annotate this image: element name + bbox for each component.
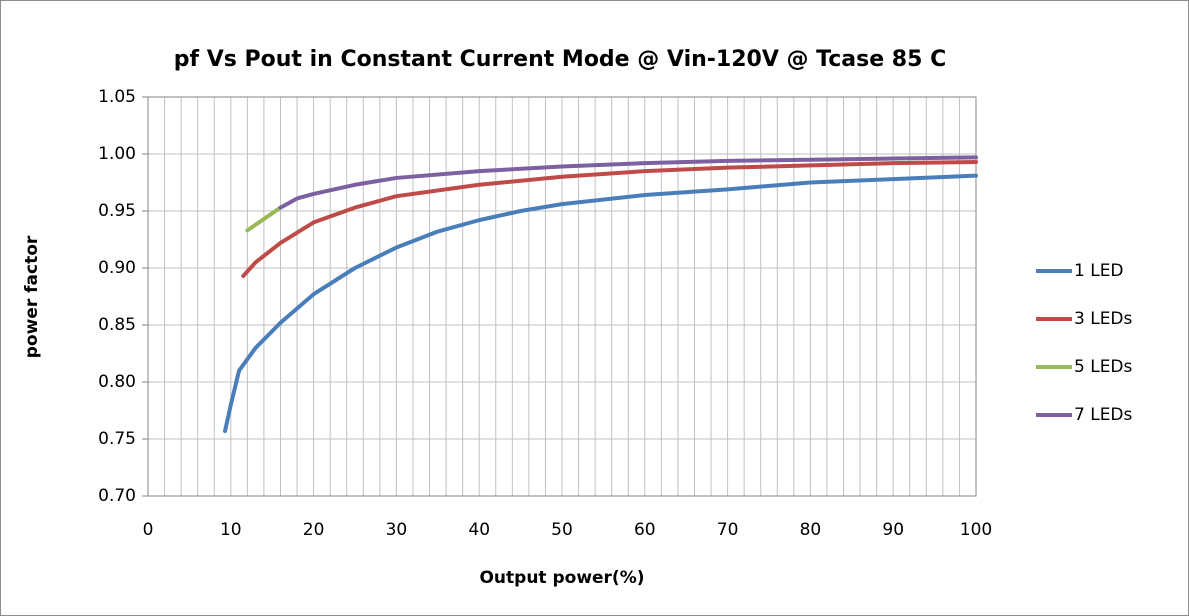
x-tick-label: 40 bbox=[468, 520, 490, 540]
x-tick-label: 90 bbox=[882, 520, 904, 540]
x-tick-label: 0 bbox=[143, 520, 154, 540]
plot-frame bbox=[147, 96, 977, 497]
x-tick-label: 100 bbox=[960, 520, 992, 540]
legend-label: 7 LEDs bbox=[1074, 405, 1133, 425]
y-tick-label: 0.85 bbox=[98, 315, 136, 335]
y-tick-label: 0.95 bbox=[98, 201, 136, 221]
y-axis-label: power factor bbox=[22, 235, 42, 358]
series-line bbox=[245, 205, 283, 233]
y-tick-label: 0.75 bbox=[98, 429, 136, 449]
y-tick-label: 0.70 bbox=[98, 486, 136, 506]
x-tick-label: 50 bbox=[551, 520, 573, 540]
chart-title: pf Vs Pout in Constant Current Mode @ Vi… bbox=[174, 47, 946, 72]
x-tick-label: 10 bbox=[220, 520, 242, 540]
x-tick-label: 20 bbox=[303, 520, 325, 540]
y-tick-label: 1.00 bbox=[98, 144, 136, 164]
x-tick-label: 80 bbox=[800, 520, 822, 540]
y-tick-label: 0.90 bbox=[98, 258, 136, 278]
x-axis-label: Output power(%) bbox=[479, 568, 644, 588]
series-line bbox=[241, 159, 978, 278]
x-tick-label: 70 bbox=[717, 520, 739, 540]
x-tick-label: 60 bbox=[634, 520, 656, 540]
legend-label: 3 LEDs bbox=[1074, 309, 1133, 329]
legend-label: 5 LEDs bbox=[1074, 357, 1133, 377]
x-tick-label: 30 bbox=[386, 520, 408, 540]
y-tick-label: 0.80 bbox=[98, 372, 136, 392]
series-line bbox=[278, 155, 978, 210]
legend-label: 1 LED bbox=[1074, 261, 1124, 281]
series-line bbox=[223, 173, 978, 434]
y-tick-label: 1.05 bbox=[98, 87, 136, 107]
